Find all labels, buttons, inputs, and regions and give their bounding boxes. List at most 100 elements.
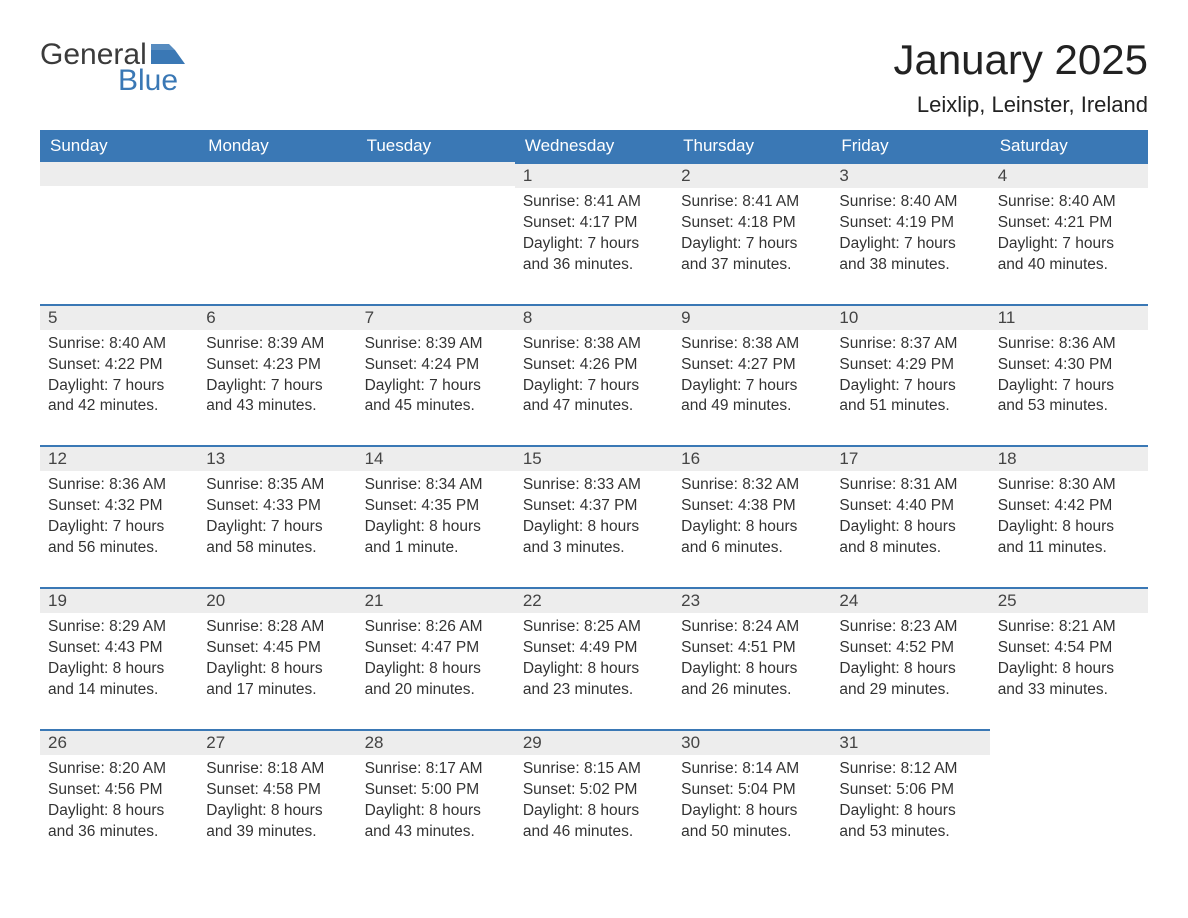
calendar-cell: 16Sunrise: 8:32 AMSunset: 4:38 PMDayligh…: [673, 445, 831, 587]
sunrise-line: Sunrise: 8:31 AM: [839, 475, 981, 496]
date-number: 7: [357, 304, 515, 330]
daylight-line: Daylight: 8 hours: [839, 801, 981, 822]
daylight-line: Daylight: 8 hours: [681, 659, 823, 680]
day-detail: Sunrise: 8:29 AMSunset: 4:43 PMDaylight:…: [40, 613, 198, 729]
daylight-line: Daylight: 8 hours: [206, 801, 348, 822]
sunrise-line: Sunrise: 8:41 AM: [681, 192, 823, 213]
date-number: 8: [515, 304, 673, 330]
daylight-line: and 36 minutes.: [523, 255, 665, 276]
daylight-line: Daylight: 8 hours: [523, 801, 665, 822]
sunset-line: Sunset: 4:40 PM: [839, 496, 981, 517]
day-detail: Sunrise: 8:20 AMSunset: 4:56 PMDaylight:…: [40, 755, 198, 871]
daylight-line: and 56 minutes.: [48, 538, 190, 559]
calendar-cell: 26Sunrise: 8:20 AMSunset: 4:56 PMDayligh…: [40, 729, 198, 871]
calendar-cell: 17Sunrise: 8:31 AMSunset: 4:40 PMDayligh…: [831, 445, 989, 587]
daylight-line: Daylight: 7 hours: [48, 376, 190, 397]
day-header-mon: Monday: [198, 130, 356, 162]
sunset-line: Sunset: 4:52 PM: [839, 638, 981, 659]
date-number: 16: [673, 445, 831, 471]
sunrise-line: Sunrise: 8:37 AM: [839, 334, 981, 355]
daylight-line: Daylight: 8 hours: [998, 517, 1140, 538]
sunset-line: Sunset: 5:06 PM: [839, 780, 981, 801]
sunset-line: Sunset: 4:47 PM: [365, 638, 507, 659]
date-number: 11: [990, 304, 1148, 330]
daylight-line: Daylight: 8 hours: [523, 517, 665, 538]
daylight-line: and 53 minutes.: [839, 822, 981, 843]
sunset-line: Sunset: 4:32 PM: [48, 496, 190, 517]
sunset-line: Sunset: 4:45 PM: [206, 638, 348, 659]
date-number: 4: [990, 162, 1148, 188]
calendar-cell: [357, 162, 515, 304]
date-number: 9: [673, 304, 831, 330]
calendar-cell: [198, 162, 356, 304]
sunset-line: Sunset: 4:38 PM: [681, 496, 823, 517]
date-number: 26: [40, 729, 198, 755]
sunrise-line: Sunrise: 8:36 AM: [48, 475, 190, 496]
sunset-line: Sunset: 4:56 PM: [48, 780, 190, 801]
sunset-line: Sunset: 4:58 PM: [206, 780, 348, 801]
daylight-line: Daylight: 8 hours: [365, 659, 507, 680]
logo: General Blue: [40, 38, 185, 98]
date-number: 23: [673, 587, 831, 613]
daylight-line: Daylight: 7 hours: [839, 234, 981, 255]
calendar-cell: 1Sunrise: 8:41 AMSunset: 4:17 PMDaylight…: [515, 162, 673, 304]
daylight-line: Daylight: 8 hours: [839, 659, 981, 680]
daylight-line: Daylight: 7 hours: [48, 517, 190, 538]
daylight-line: and 14 minutes.: [48, 680, 190, 701]
day-detail: Sunrise: 8:39 AMSunset: 4:23 PMDaylight:…: [198, 330, 356, 446]
empty-date-bar: [357, 162, 515, 186]
location-subtitle: Leixlip, Leinster, Ireland: [893, 92, 1148, 118]
calendar-cell: 28Sunrise: 8:17 AMSunset: 5:00 PMDayligh…: [357, 729, 515, 871]
day-detail: Sunrise: 8:32 AMSunset: 4:38 PMDaylight:…: [673, 471, 831, 587]
sunset-line: Sunset: 5:02 PM: [523, 780, 665, 801]
sunrise-line: Sunrise: 8:23 AM: [839, 617, 981, 638]
calendar-cell: 25Sunrise: 8:21 AMSunset: 4:54 PMDayligh…: [990, 587, 1148, 729]
calendar-cell: 7Sunrise: 8:39 AMSunset: 4:24 PMDaylight…: [357, 304, 515, 446]
date-number: 29: [515, 729, 673, 755]
daylight-line: and 42 minutes.: [48, 396, 190, 417]
sunrise-line: Sunrise: 8:38 AM: [681, 334, 823, 355]
date-number: 5: [40, 304, 198, 330]
day-detail: Sunrise: 8:23 AMSunset: 4:52 PMDaylight:…: [831, 613, 989, 729]
sunrise-line: Sunrise: 8:26 AM: [365, 617, 507, 638]
day-detail: Sunrise: 8:38 AMSunset: 4:26 PMDaylight:…: [515, 330, 673, 446]
day-header-wed: Wednesday: [515, 130, 673, 162]
empty-date-bar: [40, 162, 198, 186]
daylight-line: Daylight: 8 hours: [206, 659, 348, 680]
daylight-line: and 6 minutes.: [681, 538, 823, 559]
calendar-cell: 5Sunrise: 8:40 AMSunset: 4:22 PMDaylight…: [40, 304, 198, 446]
sunset-line: Sunset: 4:18 PM: [681, 213, 823, 234]
day-header-tue: Tuesday: [357, 130, 515, 162]
daylight-line: and 29 minutes.: [839, 680, 981, 701]
sunrise-line: Sunrise: 8:24 AM: [681, 617, 823, 638]
sunrise-line: Sunrise: 8:33 AM: [523, 475, 665, 496]
daylight-line: and 49 minutes.: [681, 396, 823, 417]
calendar-cell: 31Sunrise: 8:12 AMSunset: 5:06 PMDayligh…: [831, 729, 989, 871]
daylight-line: Daylight: 8 hours: [839, 517, 981, 538]
daylight-line: Daylight: 7 hours: [998, 376, 1140, 397]
daylight-line: Daylight: 7 hours: [839, 376, 981, 397]
daylight-line: and 26 minutes.: [681, 680, 823, 701]
sunrise-line: Sunrise: 8:40 AM: [998, 192, 1140, 213]
sunset-line: Sunset: 4:51 PM: [681, 638, 823, 659]
sunrise-line: Sunrise: 8:20 AM: [48, 759, 190, 780]
calendar-cell: 15Sunrise: 8:33 AMSunset: 4:37 PMDayligh…: [515, 445, 673, 587]
date-number: 31: [831, 729, 989, 755]
calendar-cell: 29Sunrise: 8:15 AMSunset: 5:02 PMDayligh…: [515, 729, 673, 871]
day-detail: Sunrise: 8:26 AMSunset: 4:47 PMDaylight:…: [357, 613, 515, 729]
calendar-cell: 18Sunrise: 8:30 AMSunset: 4:42 PMDayligh…: [990, 445, 1148, 587]
daylight-line: Daylight: 7 hours: [206, 517, 348, 538]
daylight-line: and 50 minutes.: [681, 822, 823, 843]
calendar-week-row: 1Sunrise: 8:41 AMSunset: 4:17 PMDaylight…: [40, 162, 1148, 304]
sunrise-line: Sunrise: 8:29 AM: [48, 617, 190, 638]
calendar-cell: [40, 162, 198, 304]
day-header-sun: Sunday: [40, 130, 198, 162]
date-number: 2: [673, 162, 831, 188]
day-detail: Sunrise: 8:31 AMSunset: 4:40 PMDaylight:…: [831, 471, 989, 587]
daylight-line: and 33 minutes.: [998, 680, 1140, 701]
day-detail: Sunrise: 8:33 AMSunset: 4:37 PMDaylight:…: [515, 471, 673, 587]
day-detail: Sunrise: 8:17 AMSunset: 5:00 PMDaylight:…: [357, 755, 515, 871]
daylight-line: and 11 minutes.: [998, 538, 1140, 559]
daylight-line: and 38 minutes.: [839, 255, 981, 276]
calendar-cell: 3Sunrise: 8:40 AMSunset: 4:19 PMDaylight…: [831, 162, 989, 304]
